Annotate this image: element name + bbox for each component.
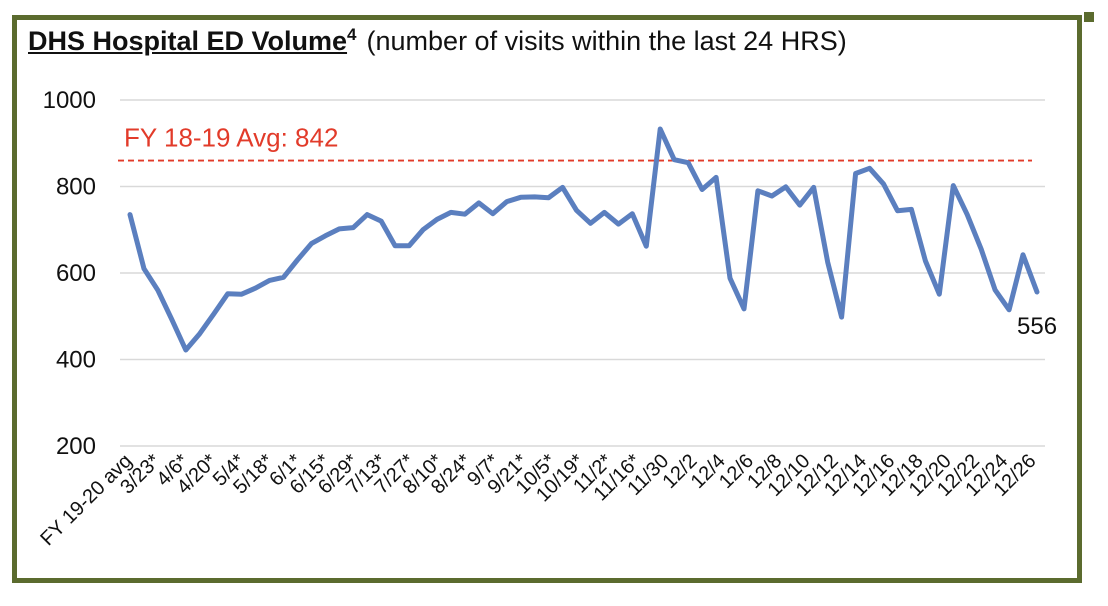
y-tick-label: 400 [56,347,96,374]
chart-frame [12,15,1082,583]
y-tick-label: 200 [56,433,96,460]
chart-subtitle: (number of visits within the last 24 HRS… [366,26,847,56]
series-line [127,126,1040,353]
chart-title: DHS Hospital ED Volume4 (number of visits… [28,26,847,57]
x-tick-label: FY 19-20 avg [36,450,136,550]
chart-title-main: DHS Hospital ED Volume [28,26,348,56]
end-value-label: 556 [1017,313,1057,340]
y-tick-label: 800 [56,174,96,201]
frame-corner-accent [1084,12,1094,22]
y-tick-label: 1000 [43,87,96,114]
reference-label: FY 18-19 Avg: 842 [124,123,338,153]
chart-title-superscript: 4 [347,25,357,44]
y-tick-label: 600 [56,260,96,287]
